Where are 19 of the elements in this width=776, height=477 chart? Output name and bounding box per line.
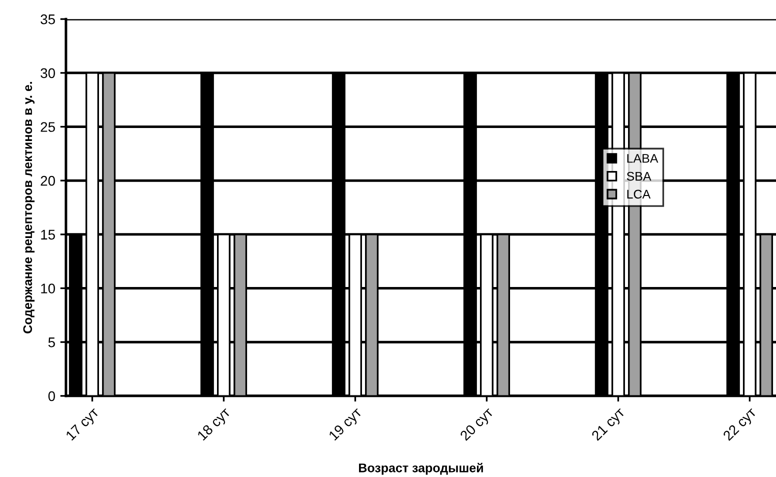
y-tick-label: 35 [40, 14, 55, 24]
legend-label: SBA [626, 172, 652, 181]
legend-label: LABA [627, 154, 658, 163]
x-tick-label: 17 сут [65, 406, 102, 443]
x-tick-label: 21 сут [590, 406, 628, 443]
legend-label: LCA [627, 190, 651, 199]
y-tick-label: 15 [41, 230, 55, 240]
y-tick-label: 5 [48, 338, 55, 348]
y-tick-label: 30 [40, 68, 55, 78]
x-tick-label: 20 сут [460, 406, 496, 443]
y-tick-label: 20 [40, 176, 55, 186]
x-axis-title: Возраст зародышей [359, 462, 483, 475]
y-tick-label: 0 [48, 391, 55, 402]
y-tick-label: 10 [41, 284, 55, 294]
x-tick-label: 22 сут [722, 406, 759, 443]
x-tick-label: 19 сут [328, 406, 364, 443]
x-tick-label: 18 сут [196, 406, 233, 443]
y-tick-label: 25 [40, 122, 55, 132]
y-axis-title: Содержание рецепторов лектинов в у. е. [23, 82, 35, 334]
